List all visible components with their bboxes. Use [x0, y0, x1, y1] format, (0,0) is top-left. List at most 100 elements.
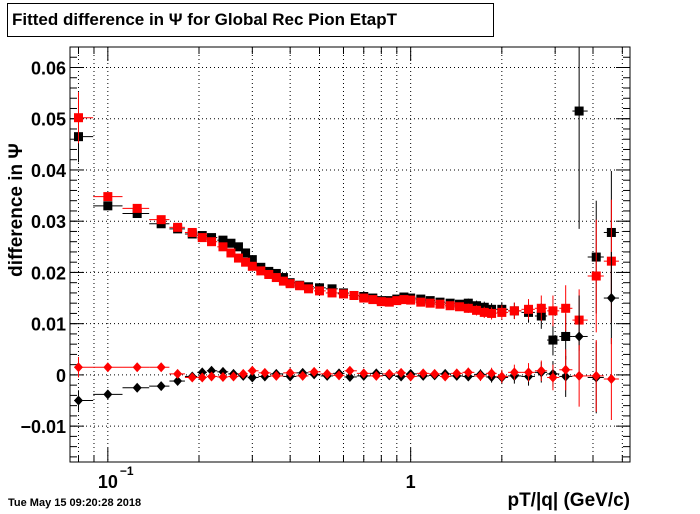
data-point	[285, 279, 295, 289]
data-point	[247, 372, 257, 383]
data-point	[548, 372, 558, 383]
data-point	[416, 297, 426, 307]
data-point	[548, 335, 558, 345]
data-point	[561, 331, 571, 341]
data-point	[241, 257, 251, 267]
data-point	[315, 286, 325, 296]
data-point	[103, 201, 113, 211]
data-point	[536, 303, 546, 313]
data-point	[396, 367, 406, 378]
data-layer	[73, 47, 619, 420]
data-point	[218, 366, 228, 377]
plot-frame	[69, 46, 631, 463]
data-point	[406, 371, 416, 382]
data-point	[487, 368, 497, 379]
data-point	[472, 305, 482, 315]
data-point	[497, 307, 507, 317]
data-point	[497, 371, 507, 382]
data-point	[359, 293, 369, 303]
y-tick-labels: −0.01 0 0.01 0.02 0.03 0.04 0.05 0.06	[20, 58, 66, 437]
data-point	[338, 289, 348, 299]
data-point	[509, 367, 519, 378]
data-point	[606, 374, 616, 384]
data-point	[406, 295, 416, 305]
data-point	[349, 290, 359, 300]
data-point	[445, 301, 455, 311]
data-point	[384, 368, 394, 379]
data-point	[384, 297, 394, 307]
x-tick-label-exponent: −1	[120, 464, 134, 478]
data-point	[187, 372, 197, 383]
x-tick-labels: 10−1 1	[98, 464, 416, 492]
data-point	[298, 370, 308, 381]
data-point	[376, 297, 386, 307]
data-point	[418, 368, 428, 379]
data-point	[399, 295, 409, 305]
x-axis-label: pT/|q| (GeV/c)	[507, 490, 630, 511]
data-point	[304, 284, 314, 294]
data-point	[452, 368, 462, 379]
x-tick-label: 10	[98, 472, 118, 492]
data-point	[309, 366, 319, 377]
data-point	[260, 367, 270, 378]
data-point	[327, 288, 337, 298]
data-point	[368, 295, 378, 305]
data-point	[132, 203, 142, 213]
data-point	[247, 255, 257, 265]
data-point	[574, 370, 584, 381]
data-point	[132, 382, 142, 393]
data-point	[591, 271, 601, 281]
data-point	[455, 302, 465, 312]
y-tick-label: 0.06	[31, 58, 66, 78]
data-point	[187, 227, 197, 237]
data-point	[238, 368, 248, 379]
data-point	[103, 362, 113, 373]
data-point	[475, 370, 485, 381]
data-point	[218, 371, 228, 382]
data-point	[536, 365, 546, 376]
series-3	[73, 338, 619, 420]
data-point	[256, 266, 266, 276]
data-point	[591, 370, 601, 381]
data-point	[574, 331, 584, 342]
data-point	[440, 371, 450, 382]
data-point	[173, 368, 183, 379]
data-point	[606, 293, 616, 304]
title-box: Fitted difference in Ψ for Global Rec Pi…	[7, 3, 494, 37]
data-point	[264, 269, 274, 279]
data-point	[73, 362, 83, 373]
data-point	[345, 371, 355, 382]
y-tick-label: 0.04	[31, 161, 66, 181]
data-point	[430, 368, 440, 379]
data-point	[561, 364, 571, 375]
data-point	[207, 237, 217, 247]
data-point	[241, 248, 251, 258]
axis-ticks	[70, 47, 630, 462]
data-point	[156, 215, 166, 225]
y-tick-label: 0.02	[31, 263, 66, 283]
data-point	[574, 106, 584, 116]
timestamp: Tue May 15 09:20:28 2018	[8, 497, 142, 509]
series-1	[73, 92, 619, 351]
y-tick-label: 0.03	[31, 212, 66, 232]
y-tick-label: 0	[56, 366, 66, 386]
data-point	[173, 222, 183, 232]
data-point	[371, 370, 381, 381]
data-point	[218, 235, 228, 245]
data-point	[479, 307, 489, 317]
data-point	[561, 303, 571, 313]
data-point	[322, 368, 332, 379]
y-tick-label: −0.01	[20, 417, 66, 437]
data-point	[103, 192, 113, 202]
data-point	[73, 113, 83, 123]
data-point	[218, 242, 228, 252]
data-point	[345, 365, 355, 376]
data-point	[247, 365, 257, 376]
data-point	[226, 238, 236, 248]
data-point	[233, 253, 243, 263]
data-point	[156, 362, 166, 373]
data-point	[285, 367, 295, 378]
data-point	[295, 281, 305, 291]
y-axis-label: difference in Ψ	[6, 143, 27, 277]
